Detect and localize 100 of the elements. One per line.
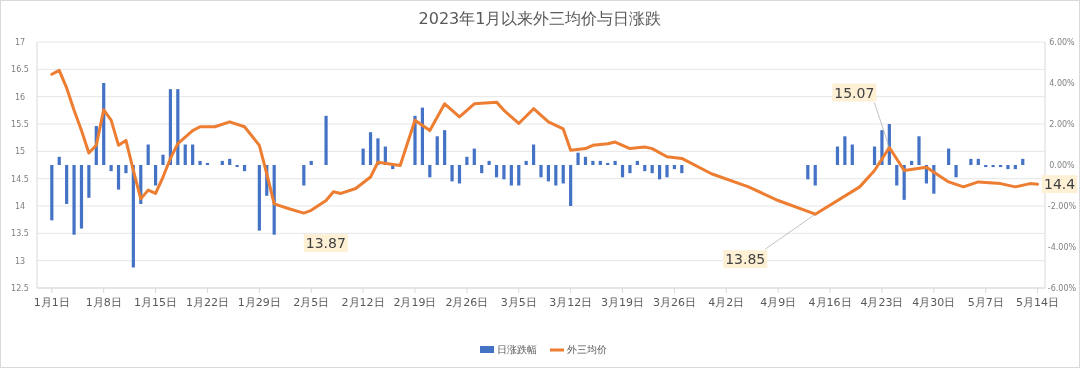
bar xyxy=(680,165,684,174)
y2-tick-label: 2.00% xyxy=(1049,120,1076,129)
bar xyxy=(494,165,499,178)
bar xyxy=(124,165,128,174)
y-tick-label: 15 xyxy=(14,147,26,157)
x-tick-label: 1月22日 xyxy=(185,296,229,309)
bar xyxy=(457,165,462,184)
x-tick-label: 3月26日 xyxy=(652,296,696,309)
x-tick-label: 4月16日 xyxy=(808,296,852,309)
bar xyxy=(220,160,224,165)
bar xyxy=(153,165,158,186)
y-tick-label: 14.5 xyxy=(11,174,29,184)
bar xyxy=(613,160,617,165)
x-tick-label: 4月9日 xyxy=(760,296,797,309)
bar xyxy=(368,132,373,165)
x-tick-label: 5月14日 xyxy=(1016,296,1060,309)
bar xyxy=(591,160,595,165)
bar xyxy=(509,165,513,186)
bar xyxy=(309,160,313,165)
bar xyxy=(546,165,551,182)
bar xyxy=(50,165,54,221)
line-series xyxy=(50,68,1040,216)
y-tick-label: 12.5 xyxy=(11,284,29,293)
bar xyxy=(146,144,150,165)
y-tick-label: 16 xyxy=(14,92,26,102)
bar xyxy=(487,160,491,165)
bar xyxy=(628,165,632,174)
legend-label: 外三均价 xyxy=(567,344,607,355)
bar xyxy=(843,136,847,165)
x-tick-label: 4月23日 xyxy=(860,296,904,309)
x-tick-label: 2月5日 xyxy=(293,296,330,309)
bar xyxy=(643,165,647,172)
bar xyxy=(569,165,573,206)
bar xyxy=(554,165,558,186)
chart-title: 2023年1月以来外三均价与日涨跌 xyxy=(418,9,662,28)
bar xyxy=(87,165,91,198)
bar xyxy=(361,148,365,165)
y2-tick-label: -4.00% xyxy=(1047,243,1077,252)
bar xyxy=(198,160,202,165)
bar xyxy=(531,144,536,165)
bar xyxy=(954,165,958,178)
x-tick-label: 2月26日 xyxy=(445,296,489,309)
bar xyxy=(665,165,669,178)
bar xyxy=(650,165,654,174)
bar xyxy=(242,165,247,172)
bar xyxy=(583,156,588,165)
bar xyxy=(539,165,543,178)
bar xyxy=(324,115,328,165)
x-tick-label: 1月1日 xyxy=(33,296,70,309)
annotation: 13.85 xyxy=(725,251,766,268)
bar xyxy=(57,156,61,165)
bar xyxy=(465,156,469,165)
bar xyxy=(850,144,854,165)
bar xyxy=(1013,165,1017,170)
x-tick-label: 4月30日 xyxy=(912,296,956,309)
bar xyxy=(895,165,899,186)
bar xyxy=(517,165,521,186)
bar xyxy=(480,165,484,174)
annotation: 15.07 xyxy=(834,84,875,101)
bar xyxy=(443,130,447,165)
bar xyxy=(657,165,662,180)
bar xyxy=(183,144,187,165)
bar xyxy=(620,165,625,178)
bar xyxy=(228,158,232,165)
bar xyxy=(909,160,914,165)
bar xyxy=(806,165,810,180)
bar xyxy=(969,158,973,165)
bar xyxy=(561,165,565,184)
x-tick-label: 4月2日 xyxy=(708,296,745,309)
bar xyxy=(109,165,113,172)
bar xyxy=(72,165,76,235)
y-tick-label: 13.5 xyxy=(11,229,29,239)
bar xyxy=(524,160,528,165)
x-tick-label: 1月8日 xyxy=(85,296,122,309)
legend-label: 日涨跌幅 xyxy=(497,344,537,355)
x-tick-label: 2月19日 xyxy=(393,296,437,309)
bar xyxy=(502,165,506,180)
bar xyxy=(598,160,602,165)
y-tick-label: 15.5 xyxy=(11,120,29,129)
bar xyxy=(576,152,580,165)
bar xyxy=(191,144,195,165)
y-tick-label: 14 xyxy=(14,202,26,211)
bar xyxy=(917,136,921,165)
bar xyxy=(976,158,980,165)
bar xyxy=(672,165,677,170)
bar xyxy=(302,165,306,186)
annotation: 14.4 xyxy=(1044,176,1076,193)
bar xyxy=(116,165,121,190)
y2-tick-label: -2.00% xyxy=(1047,202,1077,211)
y2-tick-label: -6.00% xyxy=(1047,284,1077,293)
y2-tick-label: 4.00% xyxy=(1049,79,1076,88)
bar xyxy=(947,148,951,165)
bar xyxy=(1021,158,1025,165)
y-tick-label: 17 xyxy=(14,38,26,47)
y-tick-label: 13 xyxy=(14,256,26,266)
bar xyxy=(813,165,817,186)
bar xyxy=(472,148,476,165)
y-tick-label: 16.5 xyxy=(11,65,29,75)
annotation: 13.87 xyxy=(305,235,346,252)
bar xyxy=(435,136,439,165)
